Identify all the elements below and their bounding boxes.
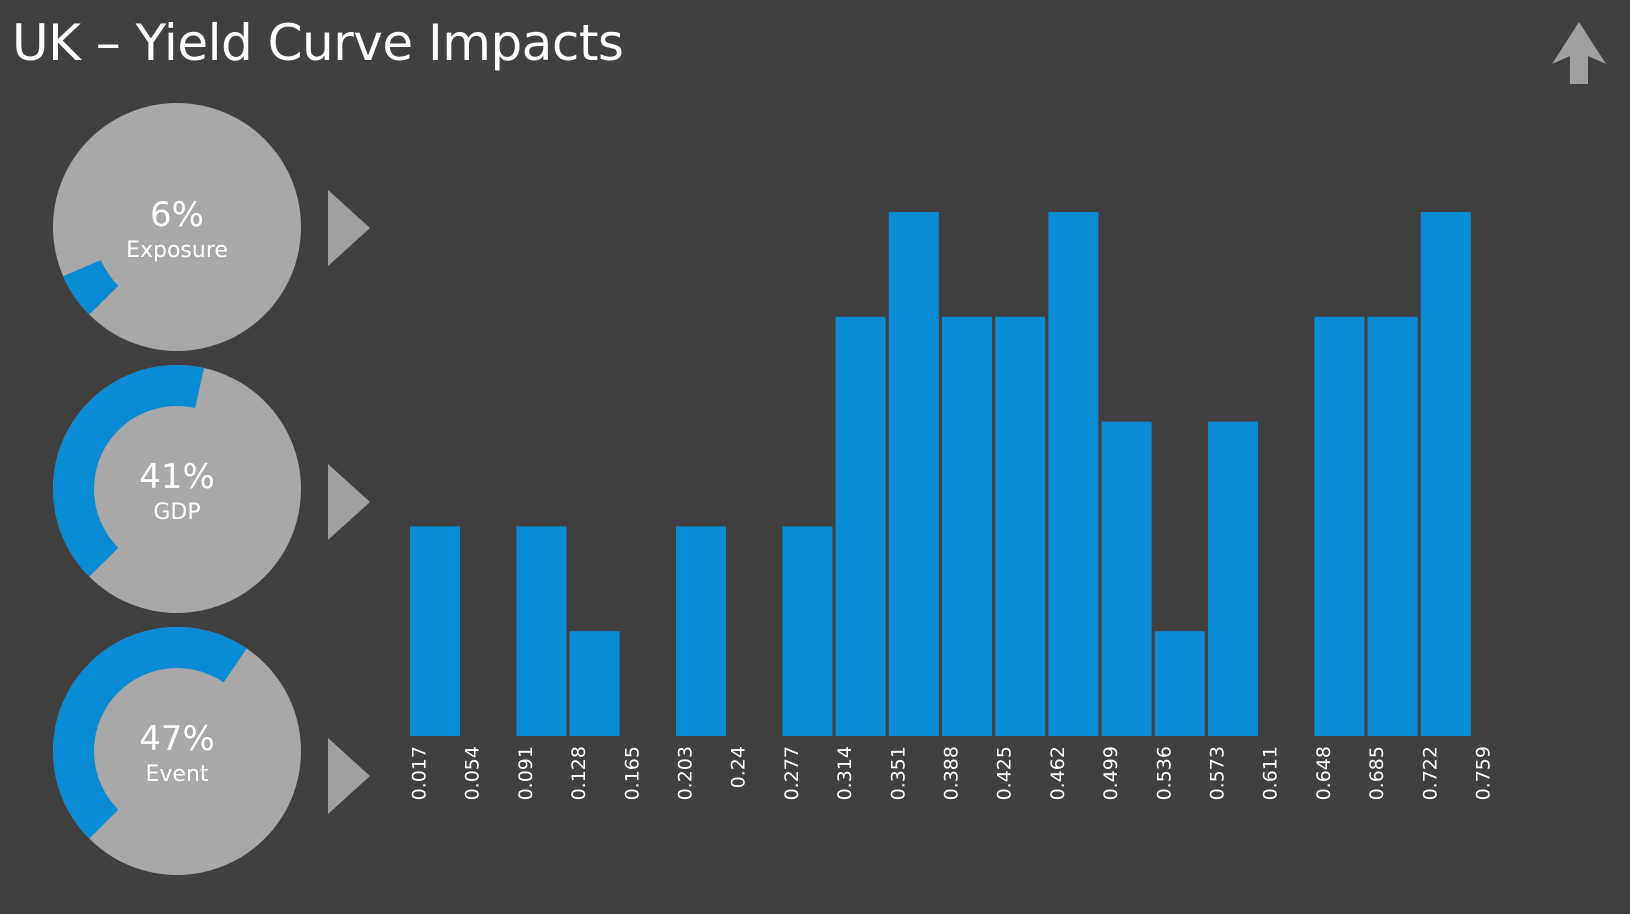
x-tick-label: 0.648 — [1313, 746, 1335, 800]
bars-group — [410, 212, 1471, 736]
exposure-arc — [63, 259, 119, 315]
x-tick-label: 0.573 — [1207, 746, 1229, 800]
x-tick-label: 0.24 — [728, 746, 750, 788]
x-tick-label: 0.165 — [621, 746, 643, 800]
event-donut — [52, 626, 301, 875]
event-arc — [52, 626, 247, 839]
bar-0.573 — [1208, 421, 1258, 736]
bar-0.314 — [835, 316, 886, 736]
exposure-donut — [53, 103, 301, 351]
histogram-chart: 0.017 0.054 0.091 0.128 0.165 0.203 0.24 0.277 0… — [409, 212, 1495, 800]
x-tick-label: 0.499 — [1100, 746, 1122, 800]
bar-0.017 — [410, 526, 460, 736]
x-tick-label: 0.017 — [409, 746, 431, 800]
gdp-label: GDP — [153, 500, 201, 525]
gdp-arc — [53, 365, 205, 577]
exposure-pointer-icon — [328, 190, 370, 266]
bar-0.388 — [942, 316, 992, 736]
tick-labels-group: 0.017 0.054 0.091 0.128 0.165 0.203 0.24 0.277 0… — [409, 746, 1495, 800]
x-tick-label: 0.128 — [568, 746, 590, 800]
x-tick-label: 0.351 — [887, 746, 909, 800]
exposure-label: Exposure — [126, 238, 228, 263]
x-tick-label: 0.425 — [994, 746, 1016, 800]
x-tick-label: 0.388 — [941, 746, 963, 800]
event-pointer-icon — [328, 738, 370, 814]
bar-0.091 — [516, 526, 567, 736]
exposure-value: 6% — [150, 195, 204, 235]
event-label: Event — [145, 762, 209, 787]
gdp-donut — [53, 365, 301, 613]
bar-0.685 — [1367, 316, 1418, 736]
gdp-value: 41% — [139, 457, 215, 497]
bar-0.536 — [1154, 631, 1205, 736]
bar-0.499 — [1101, 421, 1152, 736]
x-tick-label: 0.314 — [834, 746, 856, 800]
x-tick-label: 0.685 — [1366, 746, 1388, 800]
event-value: 47% — [139, 719, 215, 759]
arrow-up-icon[interactable] — [1550, 20, 1608, 86]
exposure-gauge: 6% Exposure — [50, 100, 304, 354]
x-tick-label: 0.759 — [1473, 746, 1495, 800]
bar-0.277 — [782, 526, 833, 736]
x-tick-label: 0.722 — [1419, 746, 1441, 800]
x-tick-label: 0.611 — [1260, 746, 1282, 800]
bar-0.351 — [888, 212, 939, 736]
bar-0.425 — [995, 316, 1046, 736]
x-tick-label: 0.203 — [675, 746, 697, 800]
x-tick-label: 0.054 — [462, 746, 484, 800]
x-tick-label: 0.536 — [1153, 746, 1175, 800]
gdp-pointer-icon — [328, 464, 370, 540]
bar-0.128 — [569, 631, 620, 736]
event-gauge: 47% Event — [50, 624, 304, 878]
x-tick-label: 0.462 — [1047, 746, 1069, 800]
x-tick-label: 0.091 — [515, 746, 537, 800]
bar-0.722 — [1420, 212, 1471, 736]
bar-0.648 — [1314, 316, 1365, 736]
x-tick-label: 0.277 — [781, 746, 803, 800]
bar-0.462 — [1048, 212, 1099, 736]
gdp-gauge: 41% GDP — [50, 362, 304, 616]
bar-0.203 — [676, 526, 726, 736]
page-title: UK – Yield Curve Impacts — [12, 14, 624, 72]
